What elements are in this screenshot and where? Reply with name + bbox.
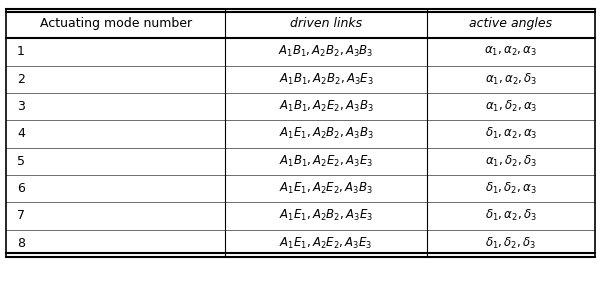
Text: $\alpha_1, \delta_2, \alpha_3$: $\alpha_1, \delta_2, \alpha_3$ (484, 99, 537, 114)
Text: $A_1E_1, A_2B_2, A_3B_3$: $A_1E_1, A_2B_2, A_3B_3$ (279, 126, 373, 141)
Text: $\alpha_1, \alpha_2, \delta_3$: $\alpha_1, \alpha_2, \delta_3$ (484, 72, 537, 87)
Text: active angles: active angles (469, 17, 552, 30)
Text: $A_1B_1, A_2E_2, A_3B_3$: $A_1B_1, A_2E_2, A_3B_3$ (279, 99, 373, 114)
Text: 5: 5 (17, 155, 25, 168)
Text: $A_1E_1, A_2E_2, A_3E_3$: $A_1E_1, A_2E_2, A_3E_3$ (279, 236, 373, 251)
Text: 2: 2 (17, 73, 25, 86)
Text: Actuating mode number: Actuating mode number (40, 17, 192, 30)
Text: $A_1E_1, A_2E_2, A_3B_3$: $A_1E_1, A_2E_2, A_3B_3$ (279, 181, 373, 196)
Text: 3: 3 (17, 100, 25, 113)
Text: $\delta_1, \alpha_2, \delta_3$: $\delta_1, \alpha_2, \delta_3$ (485, 208, 537, 223)
Text: $A_1B_1, A_2E_2, A_3E_3$: $A_1B_1, A_2E_2, A_3E_3$ (279, 154, 373, 169)
Text: $\delta_1, \delta_2, \delta_3$: $\delta_1, \delta_2, \delta_3$ (485, 236, 537, 251)
Text: $A_1B_1, A_2B_2, A_3B_3$: $A_1B_1, A_2B_2, A_3B_3$ (278, 44, 374, 59)
Text: $A_1E_1, A_2B_2, A_3E_3$: $A_1E_1, A_2B_2, A_3E_3$ (279, 208, 373, 223)
Text: 1: 1 (17, 45, 25, 59)
Text: 4: 4 (17, 127, 25, 141)
Text: $\delta_1, \alpha_2, \alpha_3$: $\delta_1, \alpha_2, \alpha_3$ (484, 126, 537, 141)
Text: $\delta_1, \delta_2, \alpha_3$: $\delta_1, \delta_2, \alpha_3$ (485, 181, 537, 196)
Text: 6: 6 (17, 182, 25, 195)
Text: 7: 7 (17, 209, 25, 223)
Text: $A_1B_1, A_2B_2, A_3E_3$: $A_1B_1, A_2B_2, A_3E_3$ (279, 72, 373, 87)
Text: $\alpha_1, \delta_2, \delta_3$: $\alpha_1, \delta_2, \delta_3$ (485, 154, 537, 169)
Text: 8: 8 (17, 237, 25, 250)
Text: driven links: driven links (290, 17, 362, 30)
Text: $\alpha_1, \alpha_2, \alpha_3$: $\alpha_1, \alpha_2, \alpha_3$ (484, 45, 537, 59)
